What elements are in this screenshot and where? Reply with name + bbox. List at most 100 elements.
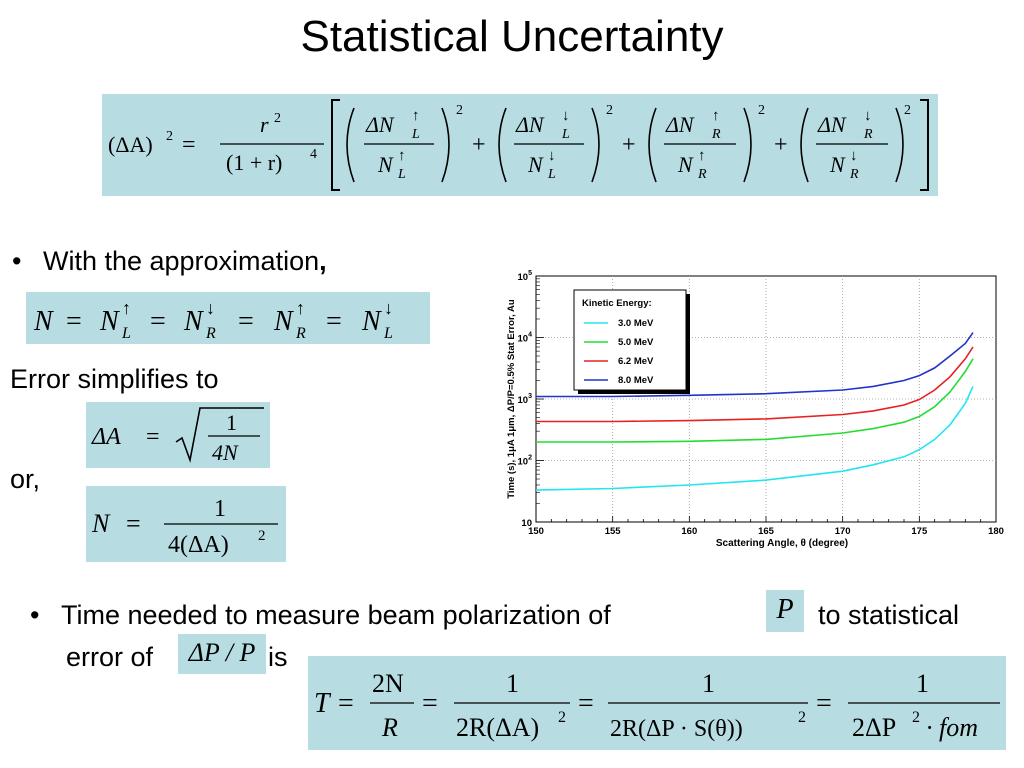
legend-entry: 3.0 MeV xyxy=(618,318,654,329)
approx-eq3: = xyxy=(238,306,254,337)
n-formula-box: N = 1 4(ΔA) 2 xyxy=(86,486,286,562)
term2-num: ΔN xyxy=(515,112,545,137)
n-formula-num: 1 xyxy=(214,496,226,522)
y-axis-ticks: 10 102 103 104 105 xyxy=(518,270,544,529)
y-tick-label: 102 xyxy=(518,455,533,468)
x-tick-label: 180 xyxy=(988,526,1004,537)
term4-den-sub: R xyxy=(849,167,859,182)
term3-num: ΔN xyxy=(665,112,695,137)
term4-exp: 2 xyxy=(904,103,911,118)
p-symbol: P xyxy=(776,594,794,625)
main-lhs: (ΔA) xyxy=(108,132,153,157)
legend-entry: 8.0 MeV xyxy=(618,375,654,386)
term2-den: N xyxy=(527,152,544,177)
series-line-3-0-mev xyxy=(535,386,974,491)
x-axis-label: Scattering Angle, θ (degree) xyxy=(716,538,848,549)
main-frac-num-exp: 2 xyxy=(274,111,281,126)
approx-formula: N = N ↑ L = N ↓ R = N ↑ R = N ↓ L xyxy=(33,298,393,342)
term4-num-arrow: ↓ xyxy=(864,108,872,124)
approx-p3-arrow: ↑ xyxy=(296,298,305,318)
x-tick-label: 170 xyxy=(835,526,851,537)
delta-a-lhs: ΔA xyxy=(91,424,121,450)
time-f3-num: 1 xyxy=(702,669,715,698)
bullet-1: • With the approximation, xyxy=(12,246,327,277)
approx-p3-base: N xyxy=(273,306,294,337)
delta-a-num: 1 xyxy=(226,410,237,435)
bullet-2: • Time needed to measure beam polarizati… xyxy=(30,600,611,631)
x-tick-label: 160 xyxy=(681,526,697,537)
time-eq1: = xyxy=(338,688,354,719)
approx-n: N xyxy=(33,306,54,337)
term4-num: ΔN xyxy=(817,112,847,137)
term2-den-sub: L xyxy=(547,167,556,182)
approx-p1-base: N xyxy=(99,306,120,337)
main-frac-den-exp: 4 xyxy=(310,147,317,162)
time-f4-exp: 2 xyxy=(912,709,920,726)
p-symbol-box: P xyxy=(766,590,804,632)
time-eq3: = xyxy=(578,688,594,719)
main-frac-den: (1 + r) xyxy=(226,150,282,175)
bullet-1-text: With the approximation xyxy=(42,246,320,276)
plus3: + xyxy=(774,132,788,158)
time-vs-angle-chart: 150 155 160 165 170 175 180 10 102 103 104 105 Kin… xyxy=(506,270,1004,549)
time-f3-exp: 2 xyxy=(798,709,806,726)
chart-series-lines xyxy=(535,332,974,491)
approx-formula-box: N = N ↑ L = N ↓ R = N ↑ R = N ↓ L xyxy=(26,292,430,344)
approx-p4-sub: L xyxy=(383,325,393,342)
main-frac-num: r xyxy=(260,112,269,137)
term3-num-arrow: ↑ xyxy=(712,108,720,124)
term2-num-arrow: ↓ xyxy=(562,108,570,124)
term4-num-sub: R xyxy=(863,127,873,142)
approx-p2-arrow: ↓ xyxy=(206,298,215,318)
x-tick-label: 175 xyxy=(911,526,928,537)
time-f4-den-b: · fom xyxy=(926,713,978,742)
main-lhs-exp: 2 xyxy=(166,129,173,144)
time-f4-num: 1 xyxy=(916,669,929,698)
y-tick-label: 105 xyxy=(518,270,533,283)
n-formula-lhs: N xyxy=(91,509,111,538)
approx-p4-base: N xyxy=(361,306,382,337)
time-lhs: T xyxy=(314,688,332,719)
time-f4-den-a: 2ΔP xyxy=(852,713,896,742)
x-tick-label: 155 xyxy=(605,526,622,537)
term3-den: N xyxy=(677,152,694,177)
time-f1-num: 2N xyxy=(372,669,404,698)
series-line-8-0-mev xyxy=(536,332,974,398)
y-tick-label: 104 xyxy=(518,332,533,345)
legend-title: Kinetic Energy: xyxy=(582,298,652,309)
delta-a-eq: = xyxy=(146,424,160,450)
term2-den-arrow: ↓ xyxy=(548,148,556,164)
term2-exp: 2 xyxy=(606,103,613,118)
approx-eq2: = xyxy=(150,306,166,337)
x-tick-label: 165 xyxy=(758,526,775,537)
series-line-5-0-mev xyxy=(536,358,974,443)
term3-exp: 2 xyxy=(758,103,765,118)
approx-eq4: = xyxy=(326,306,342,337)
n-formula-den: 4(ΔA) xyxy=(168,532,229,558)
approx-p1-arrow: ↑ xyxy=(122,298,131,318)
term1-den: N xyxy=(377,152,394,177)
plus1: + xyxy=(472,132,486,158)
y-tick-label: 103 xyxy=(518,393,533,406)
time-f2-exp: 2 xyxy=(558,709,566,726)
bullet-2-text-b: to statistical xyxy=(818,600,960,630)
term1-num: ΔN xyxy=(365,112,395,137)
time-formula-box: T = 2N R = 1 2R(ΔA) 2 = 1 2R(ΔP · S(θ)) … xyxy=(308,656,1006,750)
term3-den-sub: R xyxy=(697,167,707,182)
y-tick-label: 10 xyxy=(521,518,532,529)
time-f2-den: 2R(ΔA) xyxy=(456,713,539,742)
main-formula-box: (ΔA) 2 = r 2 (1 + r) 4 ΔN ↑ L N ↑ L 2 + … xyxy=(102,94,938,196)
main-eq: = xyxy=(182,132,196,158)
term1-exp: 2 xyxy=(456,103,463,118)
delta-a-formula: ΔA = 1 4N xyxy=(91,407,264,465)
dp-over-p-box: ΔP / P xyxy=(178,634,266,674)
term4-den: N xyxy=(829,152,846,177)
bullet-2-text-d: is xyxy=(268,642,288,672)
term4-den-arrow: ↓ xyxy=(850,148,858,164)
slide-title: Statistical Uncertainty xyxy=(300,12,724,61)
approx-eq1: = xyxy=(66,306,82,337)
n-formula-eq: = xyxy=(126,509,141,538)
approx-p3-sub: R xyxy=(295,325,306,342)
bullet-2-text-c: error of xyxy=(66,642,154,672)
time-formula: T = 2N R = 1 2R(ΔA) 2 = 1 2R(ΔP · S(θ)) … xyxy=(314,669,1000,742)
